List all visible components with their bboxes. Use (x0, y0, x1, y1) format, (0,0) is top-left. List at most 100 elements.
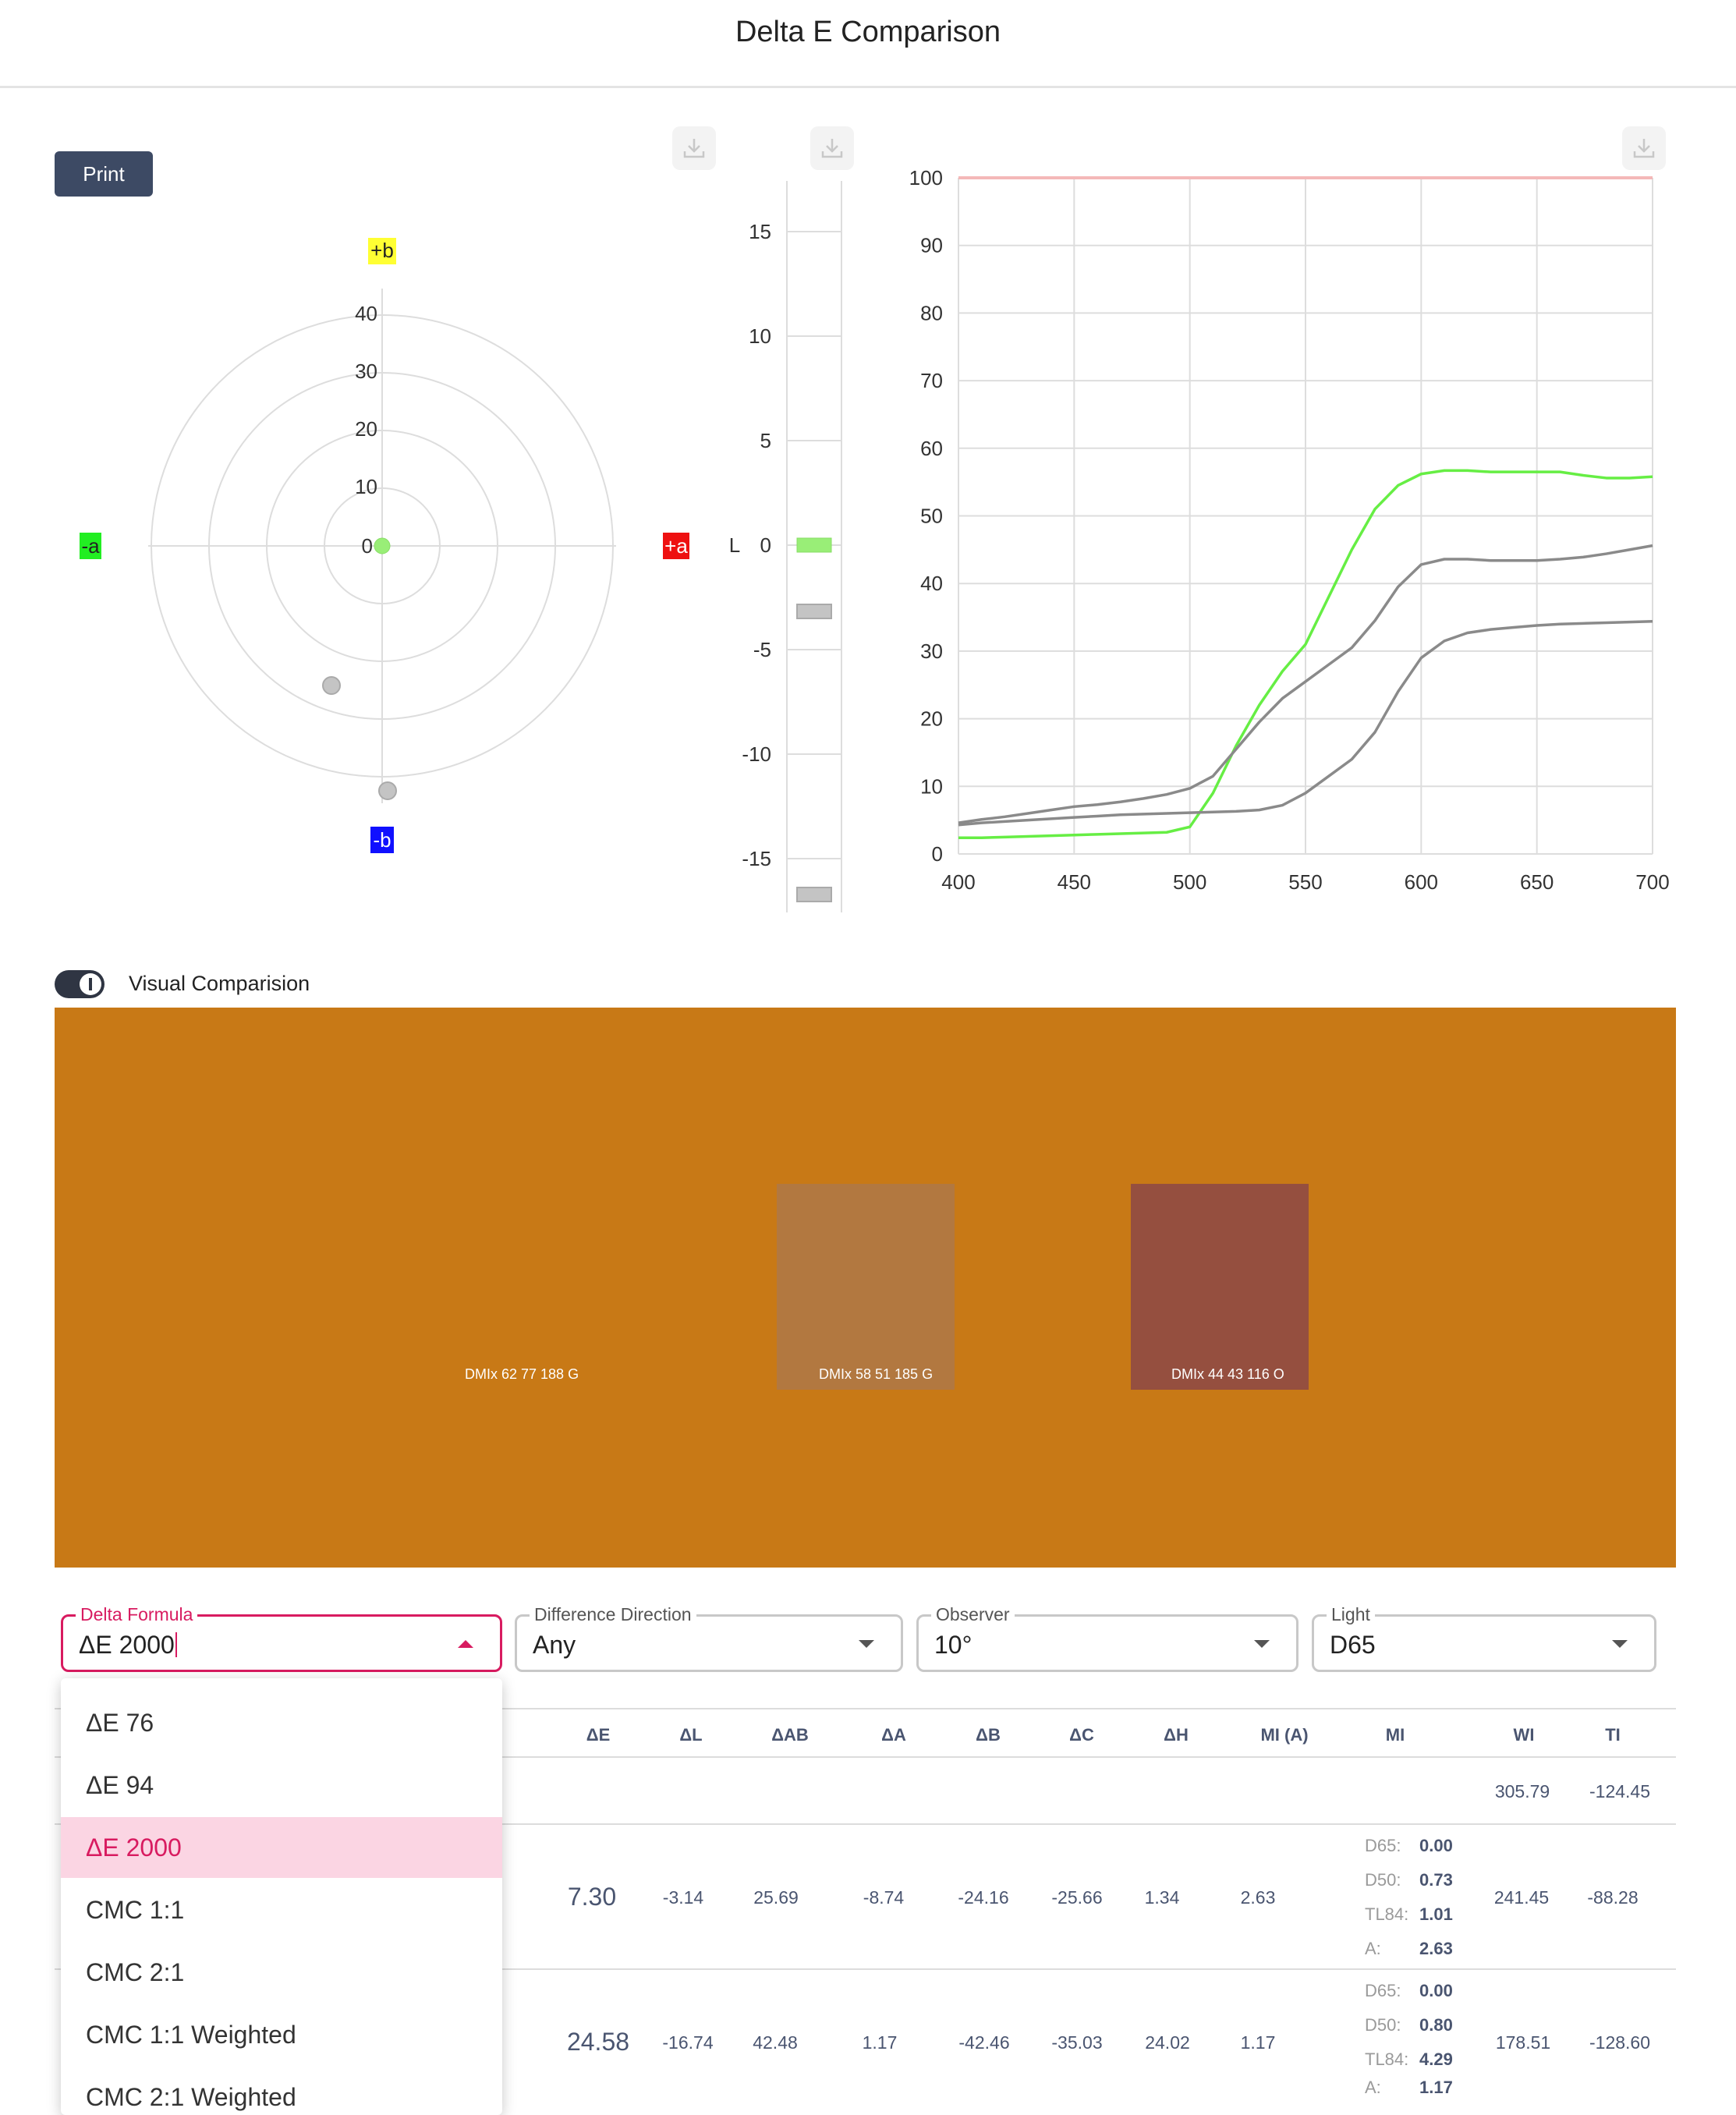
caret-down-icon (1254, 1640, 1270, 1648)
dropdown-option[interactable]: ΔE 94 (86, 1771, 154, 1799)
y-tick-label: 40 (920, 572, 943, 595)
delta-formula-dropdown: ΔE 76 ΔE 94 ΔE 2000 CMC 1:1 CMC 2:1 CMC … (61, 1678, 502, 2115)
minus-b-label: -b (373, 828, 391, 852)
mi-value: 0.00 (1419, 1981, 1453, 2000)
ring-label: 20 (355, 417, 377, 441)
cell-da: -8.74 (863, 1887, 905, 1908)
sample-point (378, 781, 397, 800)
mi-entry: A: 1.17 (1365, 2078, 1453, 2098)
visual-comparison-panel: DMIx 62 77 188 G DMIx 58 51 185 G DMIx 4… (55, 1008, 1676, 1568)
y-tick-label: 50 (920, 505, 943, 528)
cell-de: 24.58 (566, 2028, 630, 2056)
y-tick-label: 90 (920, 234, 943, 257)
mi-value: 2.63 (1419, 1939, 1453, 1958)
cell-dab: 25.69 (753, 1887, 799, 1908)
l-sample-marker (796, 887, 832, 902)
cell-dh: 1.34 (1144, 1887, 1180, 1908)
col-header-ti[interactable]: TI (1605, 1725, 1621, 1745)
caret-down-icon (859, 1640, 874, 1648)
ab-polar-chart: 40 30 20 10 0 +b -b +a -a (80, 238, 689, 853)
l-axis-label: L (729, 533, 740, 557)
y-tick-label: 100 (909, 166, 943, 190)
light-select[interactable]: Light D65 (1312, 1604, 1656, 1672)
series-line-3 (958, 620, 1653, 827)
download-icon (1633, 139, 1655, 158)
cell-mia: 1.17 (1240, 2032, 1276, 2053)
col-header-db[interactable]: ΔB (976, 1725, 1001, 1745)
col-header-dc[interactable]: ΔC (1069, 1725, 1094, 1745)
minus-b-badge (370, 827, 394, 853)
minus-a-badge (80, 533, 101, 559)
cell-wi: 305.79 (1494, 1781, 1550, 1801)
download-lightness-button[interactable] (810, 126, 854, 170)
col-header-da[interactable]: ΔA (881, 1725, 906, 1745)
cell-dc: -35.03 (1051, 2032, 1103, 2053)
app-header: Delta E Comparison (0, 0, 1736, 88)
y-tick-label: 30 (920, 639, 943, 663)
plus-a-label: +a (664, 534, 688, 558)
print-button[interactable]: Print (55, 151, 153, 197)
cell-wi: 178.51 (1495, 2032, 1551, 2053)
plus-b-label: +b (370, 239, 394, 262)
plus-a-badge (663, 533, 689, 559)
mi-entry: D65: 0.00 (1365, 1981, 1453, 2001)
download-icon (683, 139, 705, 158)
l-reference-marker (796, 537, 832, 553)
spectral-line-chart: 400 450 500 550 600 650 700 0 10 20 30 40 50 60 70 80 90… (909, 166, 1670, 894)
x-tick-label: 500 (1173, 870, 1206, 894)
swatch-label: DMIx 58 51 185 G (819, 1366, 934, 1382)
mi-key: D65: (1365, 1981, 1401, 2000)
dropdown-option[interactable]: ΔE 76 (86, 1709, 154, 1737)
light-value: D65 (1330, 1631, 1376, 1659)
cell-de: 7.30 (567, 1883, 617, 1911)
dropdown-option[interactable]: CMC 1:1 (86, 1896, 185, 1924)
mi-value: 0.00 (1419, 1836, 1453, 1855)
minus-a-label: -a (81, 534, 100, 558)
l-tick-label: -5 (753, 638, 771, 661)
l-sample-marker (796, 604, 832, 619)
col-header-dab[interactable]: ΔAB (771, 1725, 809, 1745)
dropdown-option[interactable]: CMC 2:1 (86, 1958, 185, 1986)
l-tick-label: 15 (749, 220, 771, 243)
visual-comparison-toggle[interactable] (55, 970, 105, 998)
col-header-de[interactable]: ΔE (586, 1725, 611, 1745)
dropdown-option[interactable]: CMC 2:1 Weighted (86, 2083, 296, 2111)
download-spectral-button[interactable] (1622, 126, 1666, 170)
col-header-dl[interactable]: ΔL (679, 1725, 703, 1745)
mi-key: TL84: (1365, 2049, 1409, 2069)
delta-formula-select[interactable]: Delta Formula ΔE 2000 (61, 1604, 502, 1672)
mi-entry: D65: 0.00 (1365, 1836, 1453, 1856)
observer-select[interactable]: Observer 10° (916, 1604, 1298, 1672)
dropdown-option-selected[interactable]: ΔE 2000 (61, 1817, 502, 1878)
y-tick-label: 0 (932, 842, 943, 866)
difference-direction-select[interactable]: Difference Direction Any (515, 1604, 903, 1672)
col-header-wi[interactable]: WI (1513, 1725, 1535, 1745)
series-line-2 (958, 544, 1653, 824)
y-tick-label: 70 (920, 369, 943, 392)
table-row-border (55, 1968, 1676, 1970)
cell-db: -42.46 (958, 2032, 1010, 2053)
col-header-mi[interactable]: MI (1385, 1725, 1405, 1745)
mi-value: 0.73 (1419, 1870, 1453, 1890)
polar-ring (324, 487, 441, 604)
l-tick-label: 5 (760, 429, 771, 452)
col-header-dh[interactable]: ΔH (1164, 1725, 1189, 1745)
ring-label: 30 (355, 360, 377, 383)
dropdown-option[interactable]: CMC 1:1 Weighted (86, 2021, 296, 2049)
mi-key: A: (1365, 1939, 1381, 1958)
polar-ring (208, 372, 556, 720)
cell-da: 1.17 (862, 2032, 898, 2053)
mi-value: 1.17 (1419, 2078, 1453, 2097)
ring-label: 40 (355, 302, 377, 325)
swatch-label: DMIx 44 43 116 O (1171, 1366, 1284, 1382)
sample-swatch: DMIx 58 51 185 G (777, 1184, 955, 1390)
mi-entry: D50: 0.73 (1365, 1870, 1453, 1890)
toggle-knob (80, 973, 101, 995)
col-header-mia[interactable]: MI (A) (1260, 1725, 1309, 1745)
caret-down-icon (1612, 1640, 1628, 1648)
mi-entry: D50: 0.80 (1365, 2015, 1453, 2035)
x-tick-label: 550 (1288, 870, 1322, 894)
difference-direction-label: Difference Direction (530, 1604, 696, 1625)
l-tick-label: -15 (742, 847, 771, 870)
download-polar-button[interactable] (672, 126, 716, 170)
